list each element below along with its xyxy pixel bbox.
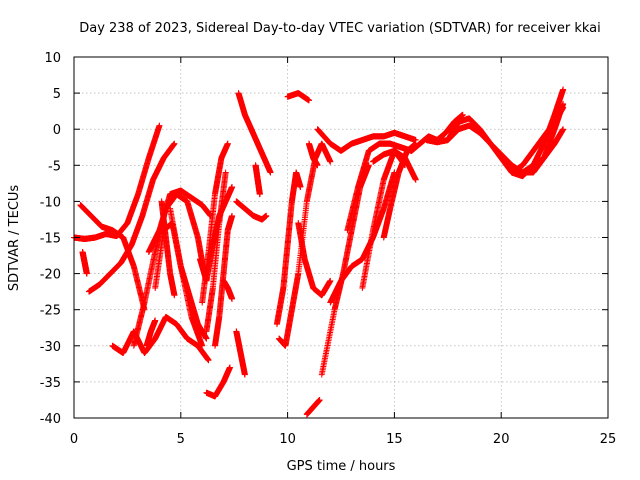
series-arc-19 xyxy=(235,90,274,176)
series-arc-04 xyxy=(85,140,178,295)
series-arc-24 xyxy=(284,90,312,104)
series-arc-02 xyxy=(77,202,148,313)
chart-title: Day 238 of 2023, Sidereal Day-to-day VTE… xyxy=(79,21,601,36)
data-point xyxy=(171,140,178,147)
series-arc-01 xyxy=(71,122,163,242)
series-arc-03 xyxy=(79,248,90,277)
series-arc-21 xyxy=(252,162,263,198)
data-point xyxy=(83,270,90,277)
series-arc-18 xyxy=(233,328,248,378)
series-arc-20 xyxy=(233,198,270,223)
data-point xyxy=(156,122,163,129)
data-points xyxy=(71,86,567,418)
series-arc-26 xyxy=(303,396,323,418)
